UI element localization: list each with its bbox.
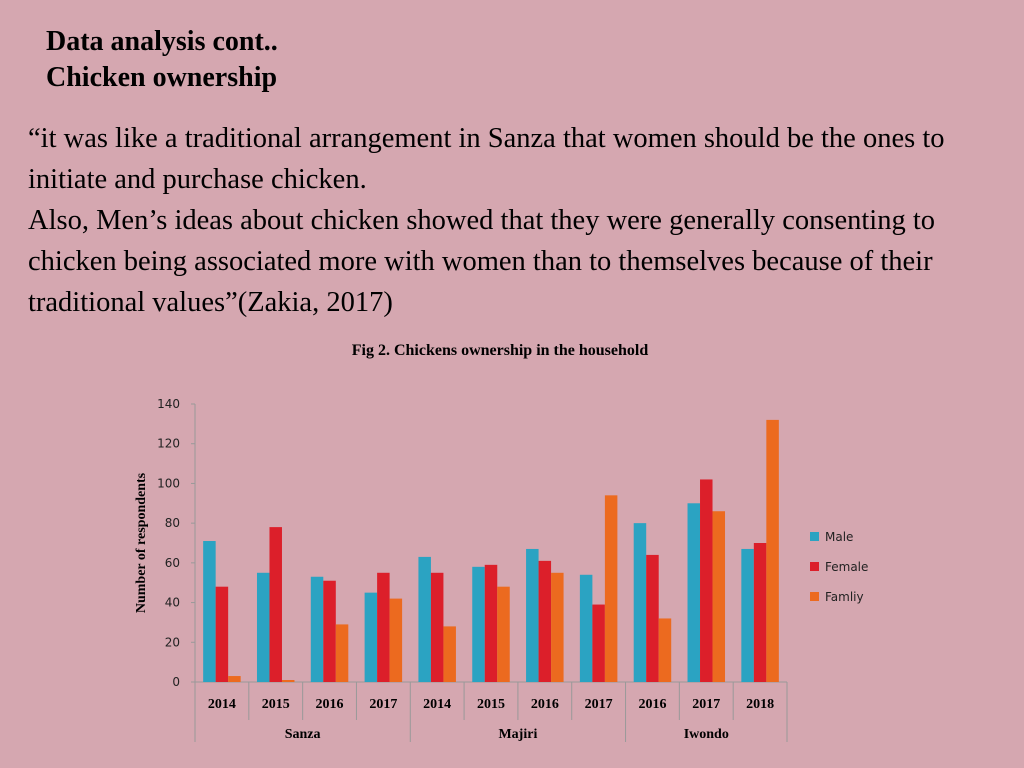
x-tick-label: 2016 <box>531 697 559 712</box>
group-label: Majiri <box>498 727 537 742</box>
quote-paragraph-1: “it was like a traditional arrangement i… <box>28 123 945 195</box>
y-tick-label: 60 <box>165 556 180 570</box>
y-axis-label: Number of respondents <box>134 472 149 613</box>
legend-swatch-female <box>810 562 819 571</box>
legend-swatch-male <box>810 532 819 541</box>
x-tick-label: 2017 <box>692 697 720 712</box>
y-tick-label: 120 <box>157 437 180 451</box>
bar-female <box>753 543 767 682</box>
y-tick-label: 140 <box>157 397 180 411</box>
bar-famliy <box>497 586 510 682</box>
quote-text: “it was like a traditional arrangement i… <box>28 118 1008 323</box>
bar-male <box>579 574 593 682</box>
y-tick-label: 80 <box>165 516 180 530</box>
bar-male <box>633 523 647 682</box>
bar-female <box>646 554 659 682</box>
x-tick-label: 2015 <box>477 697 505 712</box>
x-tick-label: 2017 <box>585 697 613 712</box>
bar-male <box>203 541 216 682</box>
chart-title: Fig 2. Chickens ownership in the househo… <box>351 342 649 359</box>
x-tick-label: 2016 <box>638 697 666 712</box>
x-tick-label: 2015 <box>262 697 290 712</box>
bar-male <box>364 592 378 682</box>
bar-male <box>310 576 324 682</box>
slide-subtitle: Chicken ownership <box>46 62 278 93</box>
y-tick-label: 40 <box>165 596 180 610</box>
x-tick-label: 2014 <box>208 697 236 712</box>
bar-female <box>592 604 605 682</box>
bar-famliy <box>766 419 779 682</box>
bar-male <box>418 556 431 682</box>
y-tick-label: 20 <box>165 635 180 649</box>
bar-female <box>700 479 713 682</box>
slide-title: Data analysis cont.. <box>46 26 278 57</box>
bar-male <box>741 548 754 682</box>
bar-female <box>377 572 390 682</box>
legend-label: Famliy <box>825 590 864 604</box>
x-tick-label: 2016 <box>316 697 344 712</box>
bar-female <box>269 527 282 682</box>
bar-male <box>687 503 701 682</box>
group-label: Sanza <box>285 727 321 742</box>
legend-label: Female <box>825 560 868 574</box>
quote-paragraph-2: Also, Men’s ideas about chicken showed t… <box>28 205 936 318</box>
bar-famliy <box>604 495 618 682</box>
bar-famliy <box>228 676 241 682</box>
bar-female <box>215 586 229 682</box>
x-tick-label: 2017 <box>369 697 397 712</box>
x-tick-label: 2014 <box>423 697 451 712</box>
bar-male <box>472 566 485 682</box>
bar-female <box>430 572 444 682</box>
bar-male <box>526 548 539 682</box>
bar-famliy <box>335 624 349 682</box>
group-label: Iwondo <box>684 727 729 742</box>
legend-label: Male <box>825 530 853 544</box>
bar-famliy <box>389 598 403 682</box>
bar-female <box>484 564 498 682</box>
x-tick-label: 2018 <box>746 697 774 712</box>
bar-famliy <box>658 618 672 682</box>
legend-swatch-famliy <box>810 592 819 601</box>
bar-male <box>256 572 270 682</box>
bar-female <box>323 580 336 682</box>
y-tick-label: 0 <box>172 675 180 689</box>
y-tick-label: 100 <box>157 476 180 490</box>
bar-female <box>538 560 552 682</box>
bar-famliy <box>712 511 726 682</box>
bar-famliy <box>281 680 295 682</box>
bar-famliy <box>551 572 564 682</box>
bar-famliy <box>443 626 456 682</box>
